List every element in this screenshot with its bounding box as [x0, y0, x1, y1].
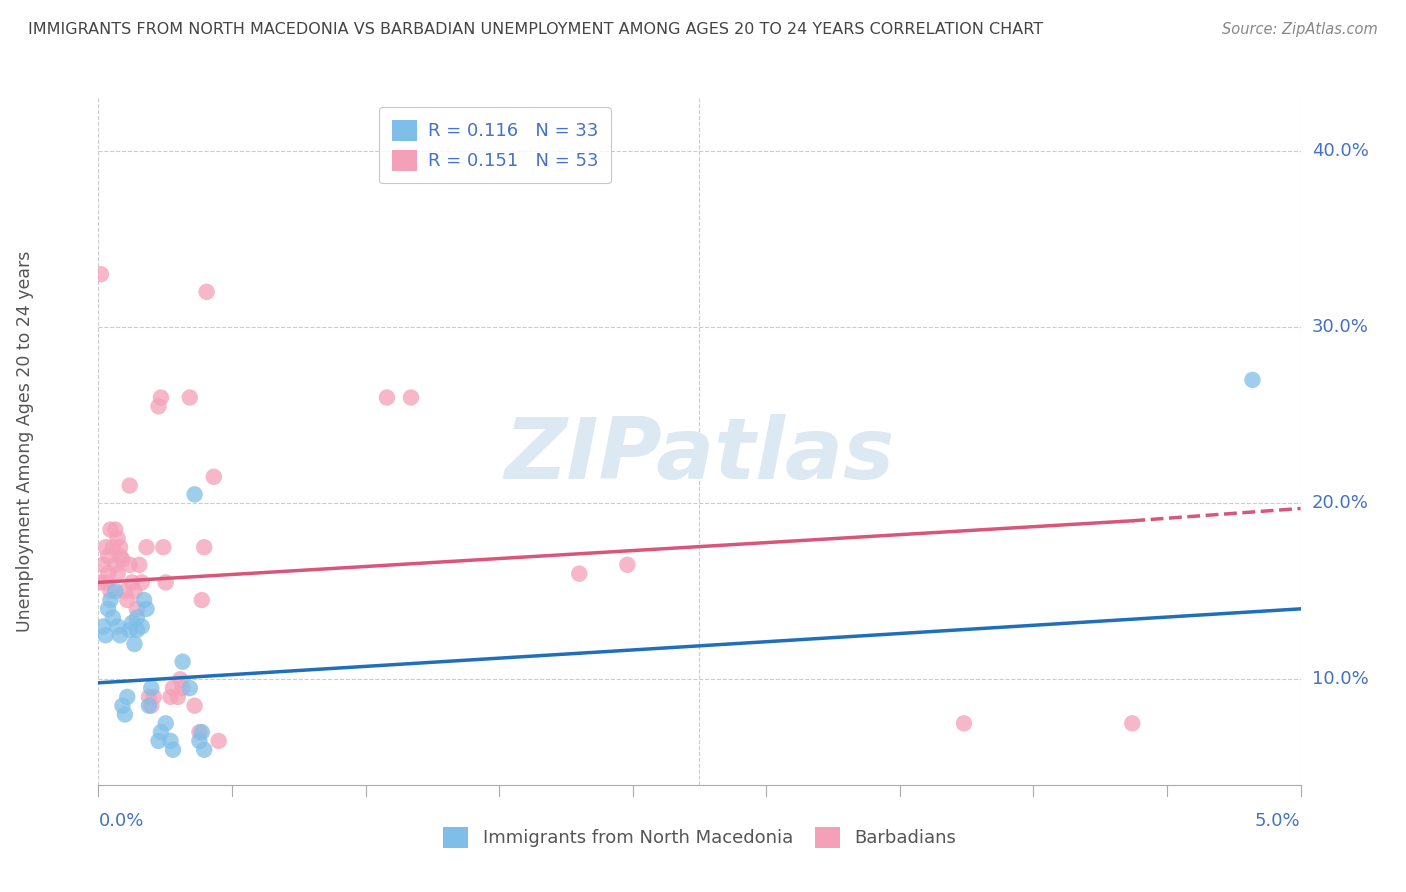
Point: [162, 681, 184, 695]
Point: [111, 552, 134, 566]
Point: [188, 734, 211, 748]
Point: [141, 681, 163, 695]
Text: Unemployment Among Ages 20 to 24 years: Unemployment Among Ages 20 to 24 years: [17, 251, 34, 632]
Point: [616, 558, 638, 572]
Point: [131, 575, 153, 590]
Point: [108, 549, 131, 563]
Point: [118, 478, 141, 492]
Point: [183, 487, 205, 501]
Point: [135, 540, 157, 554]
Point: [193, 743, 215, 757]
Point: [138, 690, 160, 704]
Point: [193, 540, 215, 554]
Text: 5.0%: 5.0%: [1256, 812, 1301, 830]
Point: [124, 637, 146, 651]
Point: [375, 391, 398, 405]
Point: [149, 725, 172, 739]
Point: [159, 690, 181, 704]
Text: 10.0%: 10.0%: [1312, 670, 1368, 689]
Point: [100, 593, 122, 607]
Point: [91, 619, 114, 633]
Point: [172, 655, 194, 669]
Point: [953, 716, 976, 731]
Point: [114, 584, 136, 599]
Point: [108, 540, 131, 554]
Text: ZIPatlas: ZIPatlas: [505, 414, 894, 497]
Point: [94, 540, 117, 554]
Point: [118, 623, 141, 637]
Point: [104, 523, 127, 537]
Point: [132, 593, 155, 607]
Point: [91, 558, 114, 572]
Point: [142, 690, 165, 704]
Text: IMMIGRANTS FROM NORTH MACEDONIA VS BARBADIAN UNEMPLOYMENT AMONG AGES 20 TO 24 YE: IMMIGRANTS FROM NORTH MACEDONIA VS BARBA…: [28, 22, 1043, 37]
Point: [191, 725, 214, 739]
Point: [138, 698, 160, 713]
Point: [101, 540, 124, 554]
Point: [97, 549, 120, 563]
Point: [100, 523, 122, 537]
Point: [94, 575, 117, 590]
Point: [117, 593, 139, 607]
Point: [1121, 716, 1143, 731]
Point: [141, 698, 163, 713]
Point: [124, 584, 146, 599]
Point: [179, 391, 201, 405]
Point: [104, 584, 127, 599]
Point: [107, 532, 129, 546]
Point: [97, 602, 120, 616]
Point: [159, 734, 181, 748]
Point: [195, 285, 218, 299]
Point: [166, 690, 188, 704]
Point: [149, 391, 172, 405]
Point: [94, 628, 117, 642]
Point: [202, 469, 225, 483]
Point: [152, 540, 174, 554]
Point: [125, 610, 148, 624]
Point: [172, 681, 194, 695]
Text: 30.0%: 30.0%: [1312, 318, 1368, 336]
Point: [117, 690, 139, 704]
Point: [131, 619, 153, 633]
Legend: Immigrants from North Macedonia, Barbadians: Immigrants from North Macedonia, Barbadi…: [436, 820, 963, 855]
Point: [100, 584, 122, 599]
Point: [148, 734, 170, 748]
Point: [90, 575, 112, 590]
Point: [125, 602, 148, 616]
Point: [108, 628, 131, 642]
Point: [125, 623, 148, 637]
Point: [128, 558, 150, 572]
Point: [191, 593, 214, 607]
Point: [169, 673, 191, 687]
Point: [155, 716, 177, 731]
Point: [107, 566, 129, 581]
Point: [155, 575, 177, 590]
Point: [208, 734, 231, 748]
Text: 0.0%: 0.0%: [98, 812, 143, 830]
Point: [135, 602, 157, 616]
Point: [1241, 373, 1264, 387]
Text: 40.0%: 40.0%: [1312, 142, 1368, 160]
Point: [111, 698, 134, 713]
Point: [104, 558, 127, 572]
Point: [162, 743, 184, 757]
Point: [399, 391, 422, 405]
Text: 20.0%: 20.0%: [1312, 494, 1368, 512]
Point: [101, 610, 124, 624]
Point: [114, 707, 136, 722]
Point: [148, 400, 170, 414]
Point: [107, 619, 129, 633]
Point: [568, 566, 591, 581]
Point: [188, 725, 211, 739]
Point: [179, 681, 201, 695]
Point: [183, 698, 205, 713]
Text: Source: ZipAtlas.com: Source: ZipAtlas.com: [1222, 22, 1378, 37]
Point: [121, 615, 143, 630]
Point: [97, 566, 120, 581]
Point: [90, 267, 112, 281]
Point: [118, 558, 141, 572]
Point: [121, 575, 143, 590]
